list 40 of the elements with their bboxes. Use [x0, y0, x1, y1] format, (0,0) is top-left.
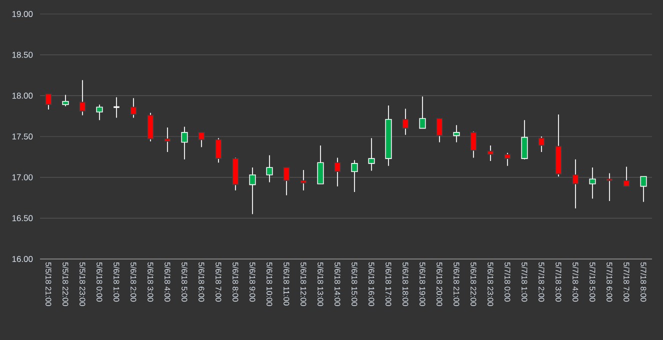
candlestick — [96, 104, 103, 121]
candlestick — [640, 176, 647, 202]
candlestick — [402, 108, 409, 136]
y-tick-label: 16.50 — [12, 215, 33, 222]
candlestick — [436, 118, 443, 143]
candlestick — [147, 112, 154, 142]
y-tick-label: 17.50 — [12, 134, 33, 140]
candlestick — [351, 160, 358, 192]
candlestick — [112, 96, 120, 118]
candlestick — [79, 80, 86, 116]
candlestick — [215, 138, 222, 164]
candlestick — [368, 138, 375, 172]
candlestick — [538, 136, 545, 152]
candlestick — [130, 98, 137, 118]
candlestick — [623, 166, 630, 187]
candlestick — [589, 167, 596, 200]
y-tick-label: 18.00 — [12, 92, 33, 99]
candlestick — [504, 152, 511, 166]
candlestick — [300, 170, 307, 191]
candlestick — [419, 96, 426, 129]
candlestick — [164, 127, 171, 152]
candlestick — [62, 94, 69, 107]
y-tick-label: 19.00 — [12, 11, 33, 17]
candlestick — [334, 157, 341, 187]
candlestick — [487, 145, 494, 162]
candlestick — [249, 167, 256, 215]
candlestick — [521, 120, 528, 160]
candlestick — [572, 158, 579, 209]
candlestick — [198, 132, 205, 148]
candlestick — [453, 124, 460, 143]
y-tick-label: 16.00 — [12, 256, 33, 262]
candlestick — [283, 167, 290, 196]
candlestick — [266, 154, 273, 183]
candlestick — [181, 126, 188, 160]
candlestick — [606, 172, 613, 202]
candlestick — [317, 145, 324, 184]
y-tick-label: 17.00 — [12, 174, 33, 180]
candlestick — [45, 94, 52, 110]
candlestick — [470, 131, 477, 158]
y-tick-label: 18.50 — [12, 52, 33, 58]
